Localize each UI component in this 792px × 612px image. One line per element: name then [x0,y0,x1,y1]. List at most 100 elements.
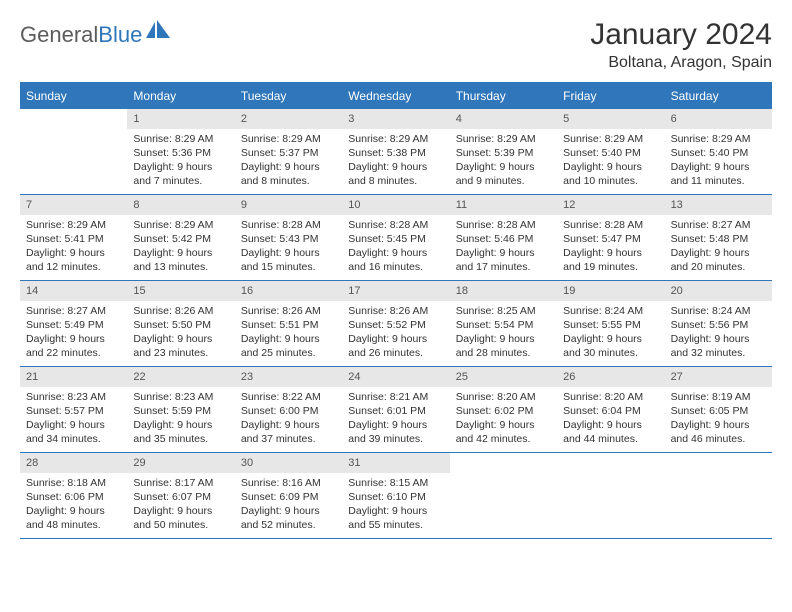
sunrise-line: Sunrise: 8:28 AM [241,218,338,232]
sunset-line: Sunset: 6:01 PM [348,404,445,418]
daylight-line: Daylight: 9 hours and 37 minutes. [241,418,338,446]
daylight-line: Daylight: 9 hours and 12 minutes. [26,246,123,274]
sunrise-line: Sunrise: 8:25 AM [456,304,553,318]
day-number: 2 [235,109,342,129]
day-details: Sunrise: 8:29 AMSunset: 5:40 PMDaylight:… [665,129,772,193]
sunrise-line: Sunrise: 8:15 AM [348,476,445,490]
calendar-cell: 30Sunrise: 8:16 AMSunset: 6:09 PMDayligh… [235,453,342,539]
day-number: 29 [127,453,234,473]
calendar-cell: 7Sunrise: 8:29 AMSunset: 5:41 PMDaylight… [20,195,127,281]
sunrise-line: Sunrise: 8:27 AM [671,218,768,232]
daylight-line: Daylight: 9 hours and 32 minutes. [671,332,768,360]
day-number: 16 [235,281,342,301]
sunrise-line: Sunrise: 8:24 AM [563,304,660,318]
sunset-line: Sunset: 5:51 PM [241,318,338,332]
calendar-cell: 29Sunrise: 8:17 AMSunset: 6:07 PMDayligh… [127,453,234,539]
calendar-cell: 4Sunrise: 8:29 AMSunset: 5:39 PMDaylight… [450,109,557,195]
sunset-line: Sunset: 5:43 PM [241,232,338,246]
sunset-line: Sunset: 6:10 PM [348,490,445,504]
day-details: Sunrise: 8:26 AMSunset: 5:50 PMDaylight:… [127,301,234,365]
day-details: Sunrise: 8:20 AMSunset: 6:02 PMDaylight:… [450,387,557,451]
daylight-line: Daylight: 9 hours and 25 minutes. [241,332,338,360]
daylight-line: Daylight: 9 hours and 39 minutes. [348,418,445,446]
day-number: 10 [342,195,449,215]
day-details: Sunrise: 8:26 AMSunset: 5:52 PMDaylight:… [342,301,449,365]
daylight-line: Daylight: 9 hours and 55 minutes. [348,504,445,532]
daylight-line: Daylight: 9 hours and 50 minutes. [133,504,230,532]
daylight-line: Daylight: 9 hours and 30 minutes. [563,332,660,360]
day-number: 13 [665,195,772,215]
sunset-line: Sunset: 5:50 PM [133,318,230,332]
day-number: 27 [665,367,772,387]
daylight-line: Daylight: 9 hours and 10 minutes. [563,160,660,188]
day-details: Sunrise: 8:29 AMSunset: 5:42 PMDaylight:… [127,215,234,279]
sunset-line: Sunset: 5:41 PM [26,232,123,246]
day-number: 22 [127,367,234,387]
calendar-cell [665,453,772,539]
calendar-cell: 12Sunrise: 8:28 AMSunset: 5:47 PMDayligh… [557,195,664,281]
calendar-cell: 1Sunrise: 8:29 AMSunset: 5:36 PMDaylight… [127,109,234,195]
sunset-line: Sunset: 6:00 PM [241,404,338,418]
daylight-line: Daylight: 9 hours and 15 minutes. [241,246,338,274]
sunrise-line: Sunrise: 8:26 AM [241,304,338,318]
sunrise-line: Sunrise: 8:23 AM [26,390,123,404]
day-number: 26 [557,367,664,387]
sunrise-line: Sunrise: 8:29 AM [348,132,445,146]
sunrise-line: Sunrise: 8:22 AM [241,390,338,404]
sunset-line: Sunset: 5:39 PM [456,146,553,160]
sunrise-line: Sunrise: 8:19 AM [671,390,768,404]
calendar-cell: 20Sunrise: 8:24 AMSunset: 5:56 PMDayligh… [665,281,772,367]
daylight-line: Daylight: 9 hours and 23 minutes. [133,332,230,360]
calendar-cell: 22Sunrise: 8:23 AMSunset: 5:59 PMDayligh… [127,367,234,453]
day-details: Sunrise: 8:20 AMSunset: 6:04 PMDaylight:… [557,387,664,451]
day-number: 24 [342,367,449,387]
day-number: 18 [450,281,557,301]
day-number: 9 [235,195,342,215]
calendar-cell: 17Sunrise: 8:26 AMSunset: 5:52 PMDayligh… [342,281,449,367]
day-details: Sunrise: 8:29 AMSunset: 5:36 PMDaylight:… [127,129,234,193]
sunset-line: Sunset: 5:38 PM [348,146,445,160]
day-details: Sunrise: 8:23 AMSunset: 5:59 PMDaylight:… [127,387,234,451]
daylight-line: Daylight: 9 hours and 7 minutes. [133,160,230,188]
day-number: 14 [20,281,127,301]
calendar-cell [450,453,557,539]
day-details: Sunrise: 8:29 AMSunset: 5:39 PMDaylight:… [450,129,557,193]
dow-header: Saturday [665,83,772,109]
day-number: 1 [127,109,234,129]
sunset-line: Sunset: 5:45 PM [348,232,445,246]
daylight-line: Daylight: 9 hours and 46 minutes. [671,418,768,446]
calendar-cell: 10Sunrise: 8:28 AMSunset: 5:45 PMDayligh… [342,195,449,281]
daylight-line: Daylight: 9 hours and 26 minutes. [348,332,445,360]
daylight-line: Daylight: 9 hours and 42 minutes. [456,418,553,446]
day-number: 23 [235,367,342,387]
calendar-cell: 3Sunrise: 8:29 AMSunset: 5:38 PMDaylight… [342,109,449,195]
day-details: Sunrise: 8:29 AMSunset: 5:37 PMDaylight:… [235,129,342,193]
day-details: Sunrise: 8:29 AMSunset: 5:40 PMDaylight:… [557,129,664,193]
calendar-cell: 24Sunrise: 8:21 AMSunset: 6:01 PMDayligh… [342,367,449,453]
calendar-cell [20,109,127,195]
daylight-line: Daylight: 9 hours and 17 minutes. [456,246,553,274]
day-number: 17 [342,281,449,301]
day-details: Sunrise: 8:19 AMSunset: 6:05 PMDaylight:… [665,387,772,451]
calendar-cell: 15Sunrise: 8:26 AMSunset: 5:50 PMDayligh… [127,281,234,367]
day-details: Sunrise: 8:15 AMSunset: 6:10 PMDaylight:… [342,473,449,537]
sunset-line: Sunset: 6:09 PM [241,490,338,504]
sunset-line: Sunset: 6:07 PM [133,490,230,504]
day-number: 7 [20,195,127,215]
day-number: 30 [235,453,342,473]
sunset-line: Sunset: 5:57 PM [26,404,123,418]
day-number: 15 [127,281,234,301]
day-number: 4 [450,109,557,129]
calendar-cell: 16Sunrise: 8:26 AMSunset: 5:51 PMDayligh… [235,281,342,367]
day-details: Sunrise: 8:26 AMSunset: 5:51 PMDaylight:… [235,301,342,365]
day-number: 21 [20,367,127,387]
sunrise-line: Sunrise: 8:21 AM [348,390,445,404]
calendar-cell: 23 Sunrise: 8:22 AMSunset: 6:00 PMDayligh… [235,367,342,453]
day-details: Sunrise: 8:21 AMSunset: 6:01 PMDaylight:… [342,387,449,451]
sunrise-line: Sunrise: 8:16 AM [241,476,338,490]
sunrise-line: Sunrise: 8:23 AM [133,390,230,404]
sunrise-line: Sunrise: 8:26 AM [348,304,445,318]
sunrise-line: Sunrise: 8:28 AM [348,218,445,232]
daylight-line: Daylight: 9 hours and 22 minutes. [26,332,123,360]
calendar-cell [557,453,664,539]
